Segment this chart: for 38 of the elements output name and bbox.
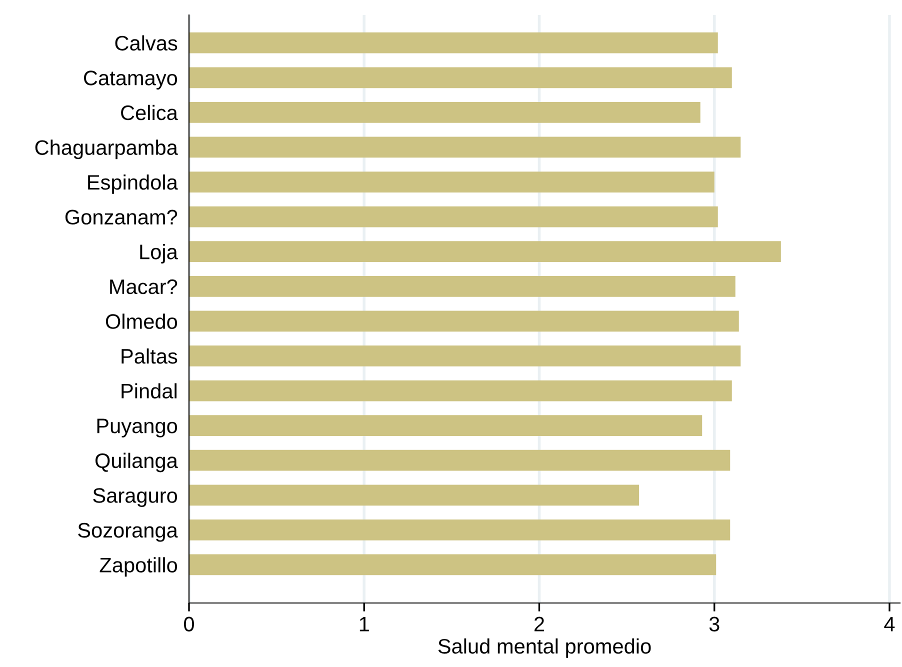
bar: [189, 484, 640, 506]
y-tick-label: Pindal: [122, 383, 176, 399]
y-tick-label: Zapotillo: [100, 557, 178, 577]
y-tick-label: Chaguarpamba: [35, 140, 178, 160]
bar: [189, 172, 714, 192]
bar: [189, 450, 730, 471]
x-tick-label: 2: [534, 616, 544, 632]
y-tick-label: Celica: [121, 104, 178, 120]
y-tick-label: Macar?: [110, 279, 178, 294]
bar: [189, 310, 739, 332]
bar: [189, 241, 781, 262]
y-tick-label: Calvas: [115, 35, 178, 51]
bar: [189, 519, 730, 540]
x-tick-label: 3: [709, 616, 720, 632]
x-tick-label: 4: [884, 616, 895, 632]
x-axis-title: Salud mental promedio: [438, 638, 651, 658]
y-tick-label: Saraguro: [93, 488, 178, 508]
bar: [189, 554, 716, 576]
bar: [189, 206, 718, 228]
y-tick-label: Puyango: [97, 418, 178, 438]
bar: [189, 136, 741, 158]
y-tick-label: Paltas: [122, 348, 178, 364]
bar: [189, 415, 702, 436]
y-tick-label: Olmedo: [106, 314, 178, 329]
y-tick-label: Quilanga: [95, 452, 178, 472]
bar: [189, 346, 741, 366]
y-tick-label: Sozoranga: [78, 522, 178, 542]
bar: [189, 380, 732, 402]
y-tick-label: Gonzanam?: [65, 210, 178, 225]
y-tick-label: Espindola: [88, 174, 178, 194]
x-tick-label: 0: [184, 616, 194, 632]
bar: [189, 276, 736, 297]
x-tick-label: 1: [360, 616, 369, 632]
bar: [189, 102, 700, 123]
y-tick-label: Loja: [140, 244, 178, 264]
bar: [189, 67, 732, 88]
bar: [189, 32, 718, 54]
y-tick-label: Catamayo: [84, 70, 178, 90]
